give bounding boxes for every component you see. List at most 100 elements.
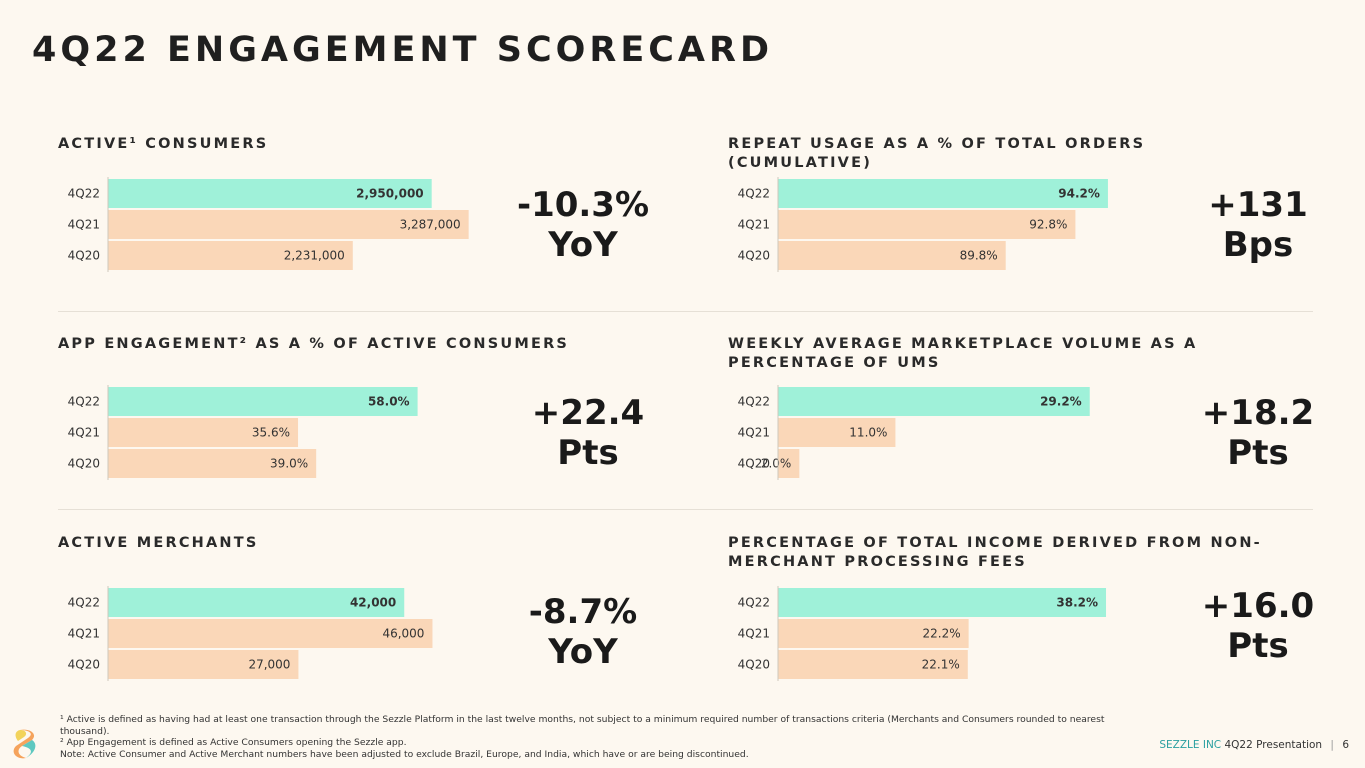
callout-unit: Pts [557, 433, 619, 473]
callout-value: +22.4 [531, 393, 645, 433]
category-label: 4Q21 [738, 627, 770, 641]
callout-value: -10.3% [516, 185, 650, 225]
data-label: 11.0% [849, 426, 887, 440]
footnote: Note: Active Consumer and Active Merchan… [60, 748, 749, 760]
data-label: 89.8% [960, 249, 998, 263]
category-label: 4Q21 [68, 218, 100, 232]
callout-active-merchants: -8.7% YoY [513, 592, 653, 672]
panel-active-merchants: ACTIVE MERCHANTS 4Q22 42,000 4Q21 46,000 4Q2… [58, 534, 678, 724]
footer: SEZZLE INC 4Q22 Presentation | 6 [1159, 739, 1349, 751]
panel-app-engagement: APP ENGAGEMENT² AS A % OF ACTIVE CONSUME… [58, 335, 678, 525]
panel-title: ACTIVE¹ CONSUMERS [58, 136, 269, 152]
data-label: 2,950,000 [356, 187, 424, 201]
data-label: 3,287,000 [400, 218, 461, 232]
category-label: 4Q20 [68, 457, 100, 471]
callout-value: +131 [1208, 185, 1308, 225]
panel-active-consumers: ACTIVE¹ CONSUMERS 4Q22 2,950,000 4Q21 3,287… [58, 135, 678, 325]
bar-4q20 [108, 650, 299, 679]
footer-presentation: 4Q22 Presentation [1224, 739, 1323, 751]
bar-4q22 [108, 179, 432, 208]
data-label: 22.2% [923, 627, 961, 641]
bar-4q22 [778, 179, 1108, 208]
category-label: 4Q20 [738, 249, 770, 263]
bar-4q22 [778, 588, 1107, 617]
page-number: 6 [1342, 739, 1349, 751]
footnote: ¹ Active is defined as having had at lea… [60, 714, 1105, 737]
data-label: 29.2% [1040, 395, 1082, 409]
bar-4q22 [778, 387, 1090, 416]
bar-4q20 [108, 449, 317, 478]
category-label: 4Q21 [738, 426, 770, 440]
panel-repeat-usage: REPEAT USAGE AS A % OF TOTAL ORDERS (CUM… [728, 135, 1348, 325]
bar-chart-repeat-usage: 4Q22 94.2% 4Q21 92.8% 4Q20 89.8% [738, 177, 1108, 272]
panel-title: ACTIVE MERCHANTS [58, 535, 259, 551]
category-label: 4Q22 [738, 395, 770, 409]
bar-chart-active-consumers: 4Q22 2,950,000 4Q21 3,287,000 4Q20 2,231,000 [68, 177, 469, 272]
data-label: 38.2% [1056, 596, 1098, 610]
data-label: 35.6% [252, 426, 290, 440]
category-label: 4Q22 [738, 187, 770, 201]
callout-app-engagement: +22.4 Pts [518, 393, 658, 473]
category-label: 4Q21 [68, 627, 100, 641]
bar-4q22 [108, 588, 405, 617]
callout-unit: Pts [1227, 433, 1289, 473]
data-label: 42,000 [350, 596, 396, 610]
callout-active-consumers: -10.3% YoY [513, 185, 653, 265]
panel-title: PERCENTAGE OF TOTAL INCOME DERIVED FROM … [728, 535, 1262, 570]
category-label: 4Q22 [68, 395, 100, 409]
footer-separator: | [1330, 739, 1334, 751]
data-label: 2,231,000 [284, 249, 345, 263]
bar-chart-app-engagement: 4Q22 58.0% 4Q21 35.6% 4Q20 39.0% [68, 385, 418, 480]
category-label: 4Q22 [738, 596, 770, 610]
category-label: 4Q20 [738, 658, 770, 672]
data-label: 22.1% [922, 658, 960, 672]
footnotes: ¹ Active is defined as having had at lea… [60, 714, 1140, 760]
page-title: 4Q22 ENGAGEMENT SCORECARD [32, 30, 774, 70]
callout-value: -8.7% [528, 592, 638, 632]
data-label: 92.8% [1029, 218, 1067, 232]
bar-4q20 [778, 241, 1006, 270]
bar-4q20 [778, 650, 968, 679]
row-divider [58, 311, 1313, 312]
data-label: 27,000 [248, 658, 290, 672]
callout-unit: Pts [1227, 626, 1289, 666]
bar-4q21 [778, 619, 969, 648]
data-label: 2.0% [761, 457, 792, 471]
bar-4q21 [778, 210, 1076, 239]
category-label: 4Q20 [68, 658, 100, 672]
bar-4q20 [778, 449, 800, 478]
category-label: 4Q22 [68, 596, 100, 610]
bar-4q22 [108, 387, 418, 416]
category-label: 4Q21 [738, 218, 770, 232]
bar-4q21 [778, 418, 896, 447]
callout-unit: Bps [1222, 225, 1294, 265]
callout-value: +16.0 [1201, 586, 1315, 626]
bar-chart-non-merchant-income: 4Q22 38.2% 4Q21 22.2% 4Q20 22.1% [738, 586, 1107, 681]
data-label: 94.2% [1058, 187, 1100, 201]
row-divider [58, 509, 1313, 510]
bar-chart-active-merchants: 4Q22 42,000 4Q21 46,000 4Q20 27,000 [68, 586, 433, 681]
footer-brand: SEZZLE INC [1159, 739, 1222, 751]
category-label: 4Q20 [68, 249, 100, 263]
category-label: 4Q21 [68, 426, 100, 440]
panel-non-merchant-income: PERCENTAGE OF TOTAL INCOME DERIVED FROM … [728, 534, 1348, 724]
bar-4q20 [108, 241, 353, 270]
footnote: ² App Engagement is defined as Active Co… [60, 737, 407, 749]
category-label: 4Q20 [738, 457, 770, 471]
callout-value: +18.2 [1201, 393, 1315, 433]
bar-4q21 [108, 619, 433, 648]
callout-marketplace-volume: +18.2 Pts [1188, 393, 1328, 473]
panel-title: REPEAT USAGE AS A % OF TOTAL ORDERS (CUM… [728, 136, 1146, 171]
bar-4q21 [108, 418, 299, 447]
data-label: 39.0% [270, 457, 308, 471]
data-label: 58.0% [368, 395, 410, 409]
category-label: 4Q22 [68, 187, 100, 201]
callout-non-merchant-income: +16.0 Pts [1188, 586, 1328, 666]
sezzle-logo-icon [13, 729, 36, 759]
bar-4q21 [108, 210, 469, 239]
callout-unit: YoY [548, 225, 618, 265]
panel-marketplace-volume: WEEKLY AVERAGE MARKETPLACE VOLUME AS A P… [728, 335, 1348, 525]
callout-repeat-usage: +131 Bps [1188, 185, 1328, 265]
data-label: 46,000 [382, 627, 424, 641]
